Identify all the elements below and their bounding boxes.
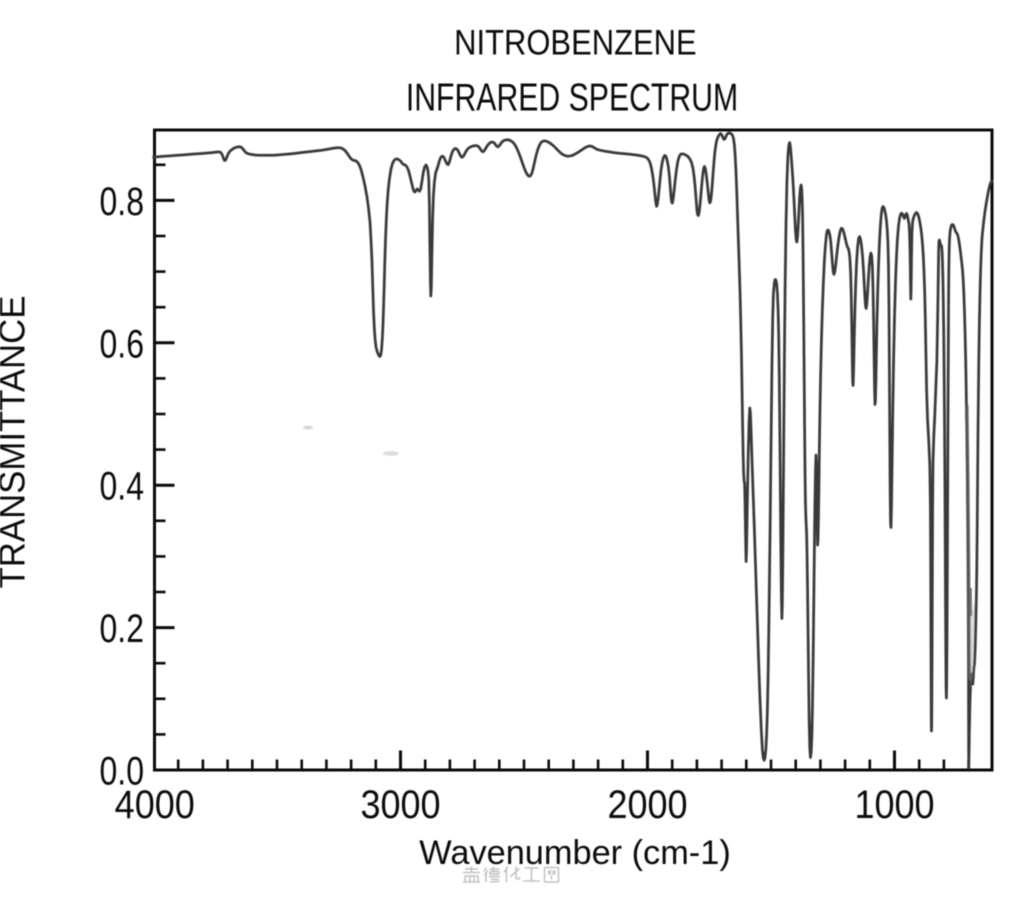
svg-text:0.6: 0.6 [100,321,144,366]
svg-text:0.2: 0.2 [100,606,144,651]
svg-text:4000: 4000 [115,783,195,827]
svg-text:1000: 1000 [854,783,934,827]
svg-text:0.4: 0.4 [100,463,144,508]
svg-text:3000: 3000 [360,783,440,827]
svg-text:TRANSMITTANCE: TRANSMITTANCE [0,296,33,589]
svg-text:NITROBENZENE: NITROBENZENE [454,24,697,63]
svg-text:INFRARED SPECTRUM: INFRARED SPECTRUM [406,76,738,120]
svg-text:0.8: 0.8 [100,178,144,223]
svg-text:0.0: 0.0 [100,748,144,793]
svg-text:2000: 2000 [607,783,687,827]
svg-text:Wavenumber (cm-1): Wavenumber (cm-1) [419,834,731,872]
